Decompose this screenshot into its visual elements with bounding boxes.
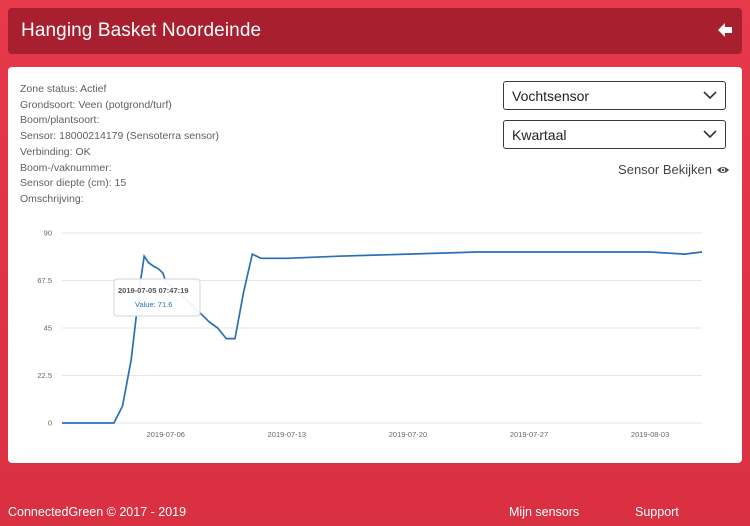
plant-type: Boom/plantsoort: [20, 114, 100, 127]
x-tick-label: 2019-07-06 [147, 430, 185, 439]
period-select[interactable]: Kwartaal [503, 120, 726, 149]
period-value: Kwartaal [512, 127, 567, 143]
back-arrow-icon[interactable] [716, 21, 734, 39]
sensor-type-select[interactable]: Vochtsensor [503, 81, 726, 110]
footer-link-my-sensors[interactable]: Mijn sensors [509, 505, 580, 519]
chevron-down-icon [703, 130, 717, 139]
y-tick-label: 90 [44, 229, 52, 238]
page-title: Hanging Basket Noordeinde [21, 20, 262, 41]
x-tick-label: 2019-07-27 [510, 430, 548, 439]
y-tick-label: 67.5 [37, 276, 52, 285]
eye-icon [717, 166, 729, 173]
x-tick-label: 2019-07-20 [389, 430, 427, 439]
tooltip-date: 2019-07-05 07:47:19 [118, 286, 188, 295]
zone-status: Zone status: Actief [20, 83, 107, 95]
tree-number: Boom-/vaknummer: [20, 161, 112, 174]
connection-status: Verbinding: OK [20, 145, 91, 158]
footer-link-support[interactable]: Support [635, 505, 679, 519]
sensor-id: Sensor: 18000214179 (Sensoterra sensor) [20, 130, 220, 143]
x-tick-label: 2019-07-13 [268, 430, 306, 439]
footer-copyright: ConnectedGreen © 2017 - 2019 [8, 505, 187, 519]
series-line [62, 251, 703, 424]
view-sensor-link[interactable]: Sensor Bekijken [618, 162, 730, 177]
chevron-down-icon [703, 91, 717, 100]
soil-type: Grondsoort: Veen (potgrond/turf) [20, 98, 172, 111]
view-sensor-label: Sensor Bekijken [618, 162, 712, 177]
y-tick-label: 45 [44, 324, 52, 333]
sensor-info: Zone status: Actief Grondsoort: Veen (po… [20, 82, 219, 208]
y-tick-label: 0 [48, 419, 52, 428]
y-tick-label: 22.5 [37, 371, 52, 380]
sensor-type-value: Vochtsensor [512, 88, 590, 104]
moisture-chart: 0 22.5 45 67.5 90 2019-07-06 2019-07-13 2019-0… [37, 229, 703, 439]
sensor-card: Zone status: Actief Grondsoort: Veen (po… [8, 67, 742, 463]
sensor-depth: Sensor diepte (cm): 15 [20, 177, 127, 190]
tooltip-value: Value: 71.6 [135, 300, 172, 309]
description: Omschrijving: [20, 192, 84, 205]
page-header: Hanging Basket Noordeinde [8, 8, 742, 54]
x-tick-label: 2019-08-03 [631, 430, 669, 439]
chart-tooltip: 2019-07-05 07:47:19 Value: 71.6 [113, 278, 201, 317]
